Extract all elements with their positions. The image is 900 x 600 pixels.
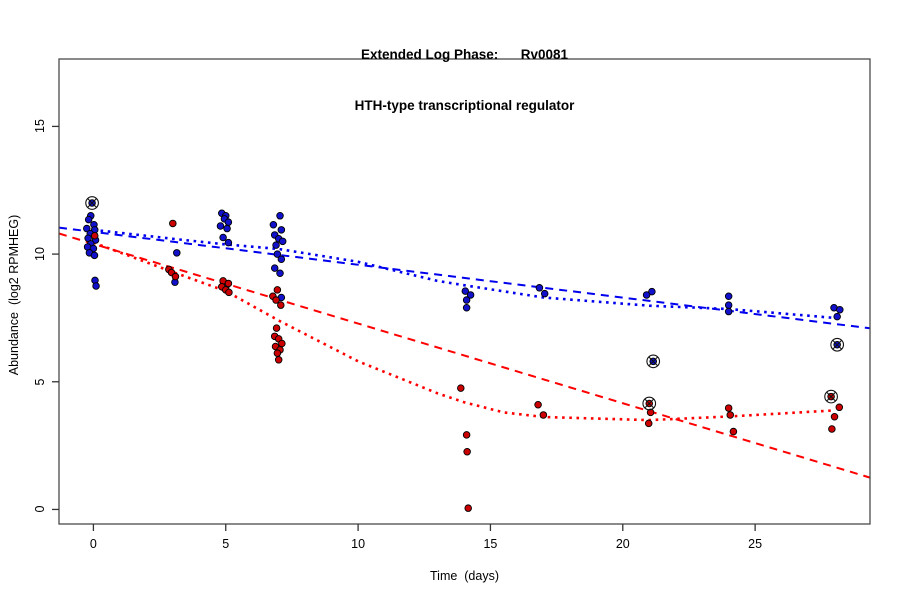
data-point-blue-condition bbox=[272, 241, 280, 249]
data-point-blue-condition bbox=[466, 291, 475, 299]
data-point-red-condition bbox=[169, 219, 177, 228]
y-tick-label: 5 bbox=[33, 378, 47, 386]
data-point-red-condition bbox=[726, 411, 734, 419]
data-point-red-condition bbox=[457, 384, 465, 392]
data-point-blue-condition bbox=[462, 296, 471, 304]
axes-layer bbox=[52, 58, 871, 531]
data-point-blue-condition bbox=[540, 289, 549, 298]
x-tick-label: 5 bbox=[222, 537, 230, 551]
data-point-blue-condition bbox=[84, 215, 93, 224]
data-point-red-condition bbox=[729, 427, 738, 436]
data-point-red-condition bbox=[463, 447, 471, 456]
data-point-blue-condition bbox=[224, 218, 233, 226]
outlier-circle-icon bbox=[830, 337, 845, 352]
data-point-blue-condition bbox=[216, 222, 225, 230]
data-point-blue-condition bbox=[83, 224, 91, 233]
trend-lines-layer bbox=[58, 226, 871, 479]
red-lowess-line bbox=[92, 241, 835, 422]
data-point-blue-condition bbox=[836, 306, 844, 314]
data-point-red-condition bbox=[464, 504, 472, 512]
data-point-blue-condition bbox=[92, 282, 100, 290]
x-tick-label: 15 bbox=[483, 537, 498, 551]
x-tick-label: 20 bbox=[615, 537, 630, 551]
data-point-blue-condition bbox=[277, 255, 286, 263]
data-point-blue-condition bbox=[648, 287, 656, 296]
data-point-red-condition bbox=[274, 356, 283, 364]
data-point-red-condition bbox=[462, 431, 471, 439]
data-point-red-condition bbox=[830, 413, 839, 421]
data-point-blue-condition bbox=[276, 212, 284, 220]
data-point-blue-condition bbox=[273, 250, 282, 258]
outlier-markers-layer bbox=[85, 196, 845, 411]
data-point-blue-condition bbox=[224, 238, 233, 247]
data-point-blue-condition bbox=[277, 226, 286, 234]
data-point-blue-condition bbox=[462, 303, 471, 312]
x-tick-label: 10 bbox=[351, 537, 366, 551]
data-point-red-condition bbox=[278, 339, 286, 348]
data-points-layer bbox=[83, 209, 844, 512]
data-point-red-condition bbox=[828, 425, 836, 433]
data-point-red-condition bbox=[277, 301, 285, 309]
data-point-blue-condition bbox=[269, 220, 278, 229]
chart-title: Extended Log Phase: Rv0081 HTH-type tran… bbox=[59, 12, 870, 148]
x-tick-label: 0 bbox=[89, 537, 97, 551]
red-linear-fit-line bbox=[58, 232, 871, 479]
outlier-circle-icon bbox=[642, 396, 657, 411]
data-point-red-condition bbox=[644, 419, 653, 428]
data-point-red-condition bbox=[534, 400, 542, 409]
y-tick-label: 15 bbox=[33, 119, 47, 134]
outlier-cross-icon bbox=[832, 339, 843, 350]
data-point-red-condition bbox=[724, 404, 733, 412]
outlier-cross-icon bbox=[87, 198, 97, 208]
chart-title-line1: Extended Log Phase: Rv0081 bbox=[360, 47, 569, 62]
chart-title-line2: HTH-type transcriptional regulator bbox=[354, 98, 575, 113]
data-point-red-condition bbox=[90, 231, 99, 240]
data-point-red-condition bbox=[835, 403, 844, 412]
data-point-blue-condition bbox=[223, 224, 231, 233]
y-tick-label: 10 bbox=[33, 247, 47, 262]
data-point-red-condition bbox=[273, 286, 282, 294]
data-point-blue-condition bbox=[461, 287, 470, 295]
y-axis-label: Abundance (log2 RPMHEG) bbox=[7, 214, 21, 376]
data-point-red-condition bbox=[273, 349, 282, 357]
data-point-red-condition bbox=[272, 296, 280, 304]
blue-linear-fit-line bbox=[58, 226, 871, 330]
data-point-blue-condition bbox=[833, 312, 841, 321]
blue-lowess-line bbox=[93, 228, 835, 320]
x-tick-label: 25 bbox=[748, 537, 763, 551]
x-axis-label: Time (days) bbox=[430, 569, 499, 583]
data-point-red-condition bbox=[539, 411, 548, 419]
outlier-cross-icon bbox=[644, 398, 655, 409]
data-point-blue-condition bbox=[724, 307, 733, 316]
data-point-blue-condition bbox=[173, 249, 181, 257]
data-point-red-condition bbox=[224, 279, 233, 288]
data-point-blue-condition bbox=[278, 237, 287, 246]
y-tick-label: 0 bbox=[33, 505, 47, 513]
plot-box bbox=[58, 58, 871, 525]
data-point-blue-condition bbox=[90, 251, 99, 260]
data-point-red-condition bbox=[171, 272, 180, 281]
data-point-blue-condition bbox=[724, 301, 733, 309]
data-point-red-condition bbox=[272, 324, 281, 332]
data-point-blue-condition bbox=[535, 284, 544, 292]
outlier-circle-icon bbox=[824, 389, 838, 404]
outlier-cross-icon bbox=[648, 356, 659, 367]
data-point-blue-condition bbox=[724, 292, 733, 300]
data-point-red-condition bbox=[225, 288, 233, 297]
data-point-blue-condition bbox=[270, 264, 279, 272]
outlier-cross-icon bbox=[826, 391, 836, 402]
data-point-blue-condition bbox=[276, 269, 284, 277]
data-point-blue-condition bbox=[642, 291, 651, 299]
data-point-blue-condition bbox=[219, 233, 227, 242]
outlier-circle-icon bbox=[85, 196, 99, 210]
outlier-circle-icon bbox=[646, 354, 661, 369]
